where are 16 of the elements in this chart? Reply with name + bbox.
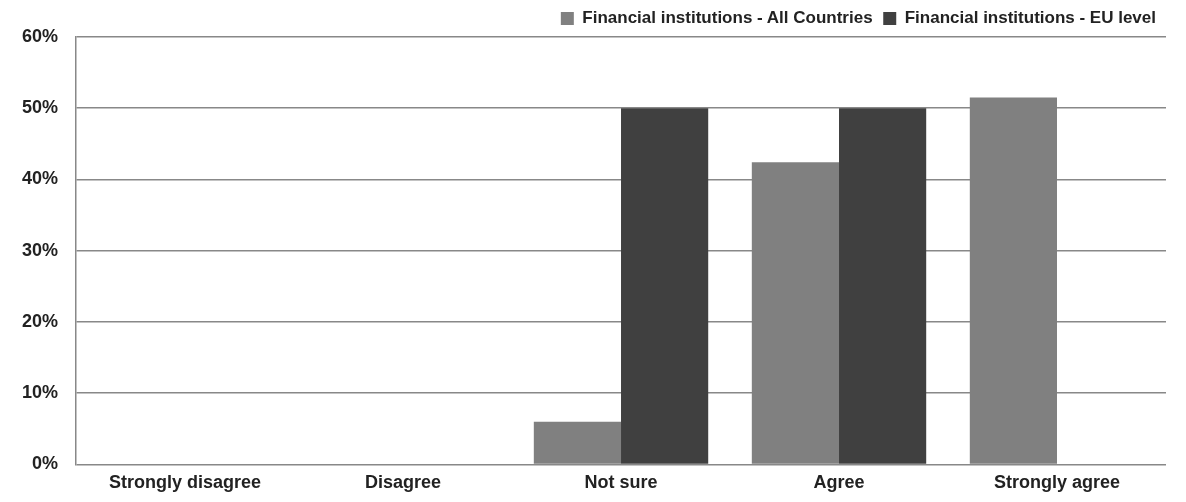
legend-label: Financial institutions - EU level [904,8,1156,28]
y-tick-label: 40% [22,168,59,189]
legend-label: Financial institutions - All Countries [582,8,873,28]
bar [839,108,927,464]
y-tick-label: 60% [22,25,59,46]
y-tick-label: 30% [22,239,59,260]
y-tick-label: 50% [22,97,59,118]
x-tick-label: Agree [813,472,865,493]
x-tick-label: Not sure [584,472,658,493]
y-tick-label: 20% [22,310,59,331]
x-tick-label: Disagree [365,472,442,493]
x-tick-label: Strongly agree [993,472,1121,493]
y-tick-label: 0% [32,453,59,474]
y-tick-label: 10% [22,382,59,403]
x-tick-label: Strongly disagree [109,472,262,493]
bar [621,108,709,464]
